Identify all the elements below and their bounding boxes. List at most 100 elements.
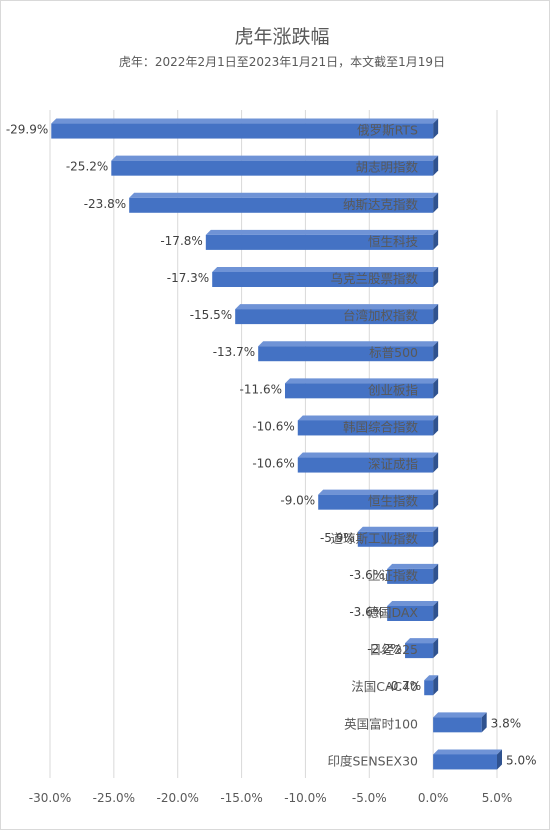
bar-front-face xyxy=(111,160,434,176)
bar-top-face xyxy=(387,563,439,569)
category-label: 纳斯达克指数 xyxy=(343,197,419,212)
data-label: -11.6% xyxy=(240,382,282,396)
bar-top-face xyxy=(205,229,439,235)
bar-front-face xyxy=(205,234,434,250)
bar-front-face xyxy=(387,568,434,584)
bar-front-face xyxy=(51,123,434,139)
bar-top-face xyxy=(357,526,439,532)
x-tick-label: -30.0% xyxy=(29,791,71,805)
bar-top-face xyxy=(433,749,502,755)
bar-side-face xyxy=(433,526,439,547)
bar-front-face xyxy=(357,531,434,547)
category-label: 标普500 xyxy=(369,345,418,360)
bar-side-face xyxy=(433,415,439,436)
category-label: 法国CAC40 xyxy=(351,679,418,694)
data-label: -10.6% xyxy=(252,457,294,471)
bar-top-face xyxy=(387,601,439,606)
x-tick-label: 0.0% xyxy=(418,791,449,805)
bar xyxy=(433,712,487,733)
category-label: 印度SENSEX30 xyxy=(328,753,419,768)
bar xyxy=(129,192,439,213)
bar-front-face xyxy=(258,346,434,362)
bar xyxy=(235,304,439,325)
bar-side-face xyxy=(433,267,439,287)
x-tick-label: -5.0% xyxy=(352,791,387,805)
bar-top-face xyxy=(297,452,439,458)
bar-side-face xyxy=(433,489,439,510)
category-label: 恒生科技 xyxy=(368,234,419,249)
data-label: -17.8% xyxy=(160,234,202,248)
category-label: 韩国综合指数 xyxy=(343,419,419,434)
bar-side-face xyxy=(433,155,439,176)
gridlines xyxy=(49,110,498,778)
bar xyxy=(387,563,439,584)
data-label: -9.0% xyxy=(280,494,315,508)
bar-top-face xyxy=(424,675,439,681)
category-label: 俄罗斯RTS xyxy=(357,123,418,138)
category-label: 台湾加权指数 xyxy=(343,308,419,323)
x-tick-label: 5.0% xyxy=(482,791,513,805)
category-label: 创业板指 xyxy=(368,382,418,397)
x-tick-label: -15.0% xyxy=(220,791,262,805)
category-label: 胡志明指数 xyxy=(355,160,418,175)
bar xyxy=(258,341,439,362)
x-tick-label: -10.0% xyxy=(284,791,326,805)
bar-front-face xyxy=(297,420,434,436)
data-label: -10.6% xyxy=(252,419,294,433)
bar xyxy=(297,415,439,436)
bar xyxy=(357,526,439,547)
chart-title: 虎年涨跌幅 xyxy=(234,26,329,48)
data-label: -29.9% xyxy=(6,123,48,137)
bar-front-face xyxy=(235,309,434,325)
bar-side-face xyxy=(433,601,439,621)
bar-side-face xyxy=(433,229,439,250)
data-label: -13.7% xyxy=(213,345,255,359)
category-label: 深证成指 xyxy=(368,457,418,472)
data-label: -0.7% xyxy=(386,679,421,693)
bar xyxy=(111,155,439,176)
bar xyxy=(424,675,439,696)
bar-side-face xyxy=(433,638,439,659)
bar xyxy=(284,378,439,399)
data-label: -25.2% xyxy=(66,160,108,174)
bar-side-face xyxy=(433,452,439,473)
bar-top-face xyxy=(297,415,439,421)
bar-top-face xyxy=(318,489,439,495)
data-label: -3.6% xyxy=(349,605,384,619)
category-label: 道琼斯工业指数 xyxy=(330,531,418,546)
category-label: 日经225 xyxy=(369,642,418,657)
data-label: -17.3% xyxy=(167,271,209,285)
x-axis-ticks: -30.0% -25.0% -20.0% -15.0% -10.0% -5.0% 0.0% 5… xyxy=(29,791,512,805)
bar xyxy=(212,267,439,287)
bar-front-face xyxy=(405,643,434,659)
bar xyxy=(297,452,439,473)
bar-front-face xyxy=(433,754,497,770)
data-label: -5.9% xyxy=(320,531,355,545)
category-label: 德国DAX xyxy=(366,605,418,620)
bar xyxy=(433,749,502,770)
data-label: -23.8% xyxy=(84,197,126,211)
data-labels: -29.9% -25.2% -23.8% -17.8% -17.3% -15.5% -13.… xyxy=(6,123,537,768)
bar-top-face xyxy=(258,341,439,347)
bar-top-face xyxy=(111,155,439,161)
bar-top-face xyxy=(51,118,439,124)
category-label: 上证指数 xyxy=(368,568,419,583)
data-label: 5.0% xyxy=(506,753,537,767)
data-label: -15.5% xyxy=(190,308,232,322)
bar-side-face xyxy=(481,712,487,733)
bar-front-face xyxy=(129,197,434,213)
bar-side-face xyxy=(433,675,439,696)
bar xyxy=(387,601,439,621)
bar-side-face xyxy=(433,341,439,362)
data-label: -3.6% xyxy=(349,568,384,582)
bar-front-face xyxy=(424,680,434,696)
bar-top-face xyxy=(129,192,439,198)
bar-side-face xyxy=(497,749,502,770)
data-label: -2.2% xyxy=(367,642,402,656)
bar xyxy=(205,229,439,250)
category-label: 恒生指数 xyxy=(368,494,419,509)
bar xyxy=(51,118,439,139)
bar-top-face xyxy=(212,267,439,272)
